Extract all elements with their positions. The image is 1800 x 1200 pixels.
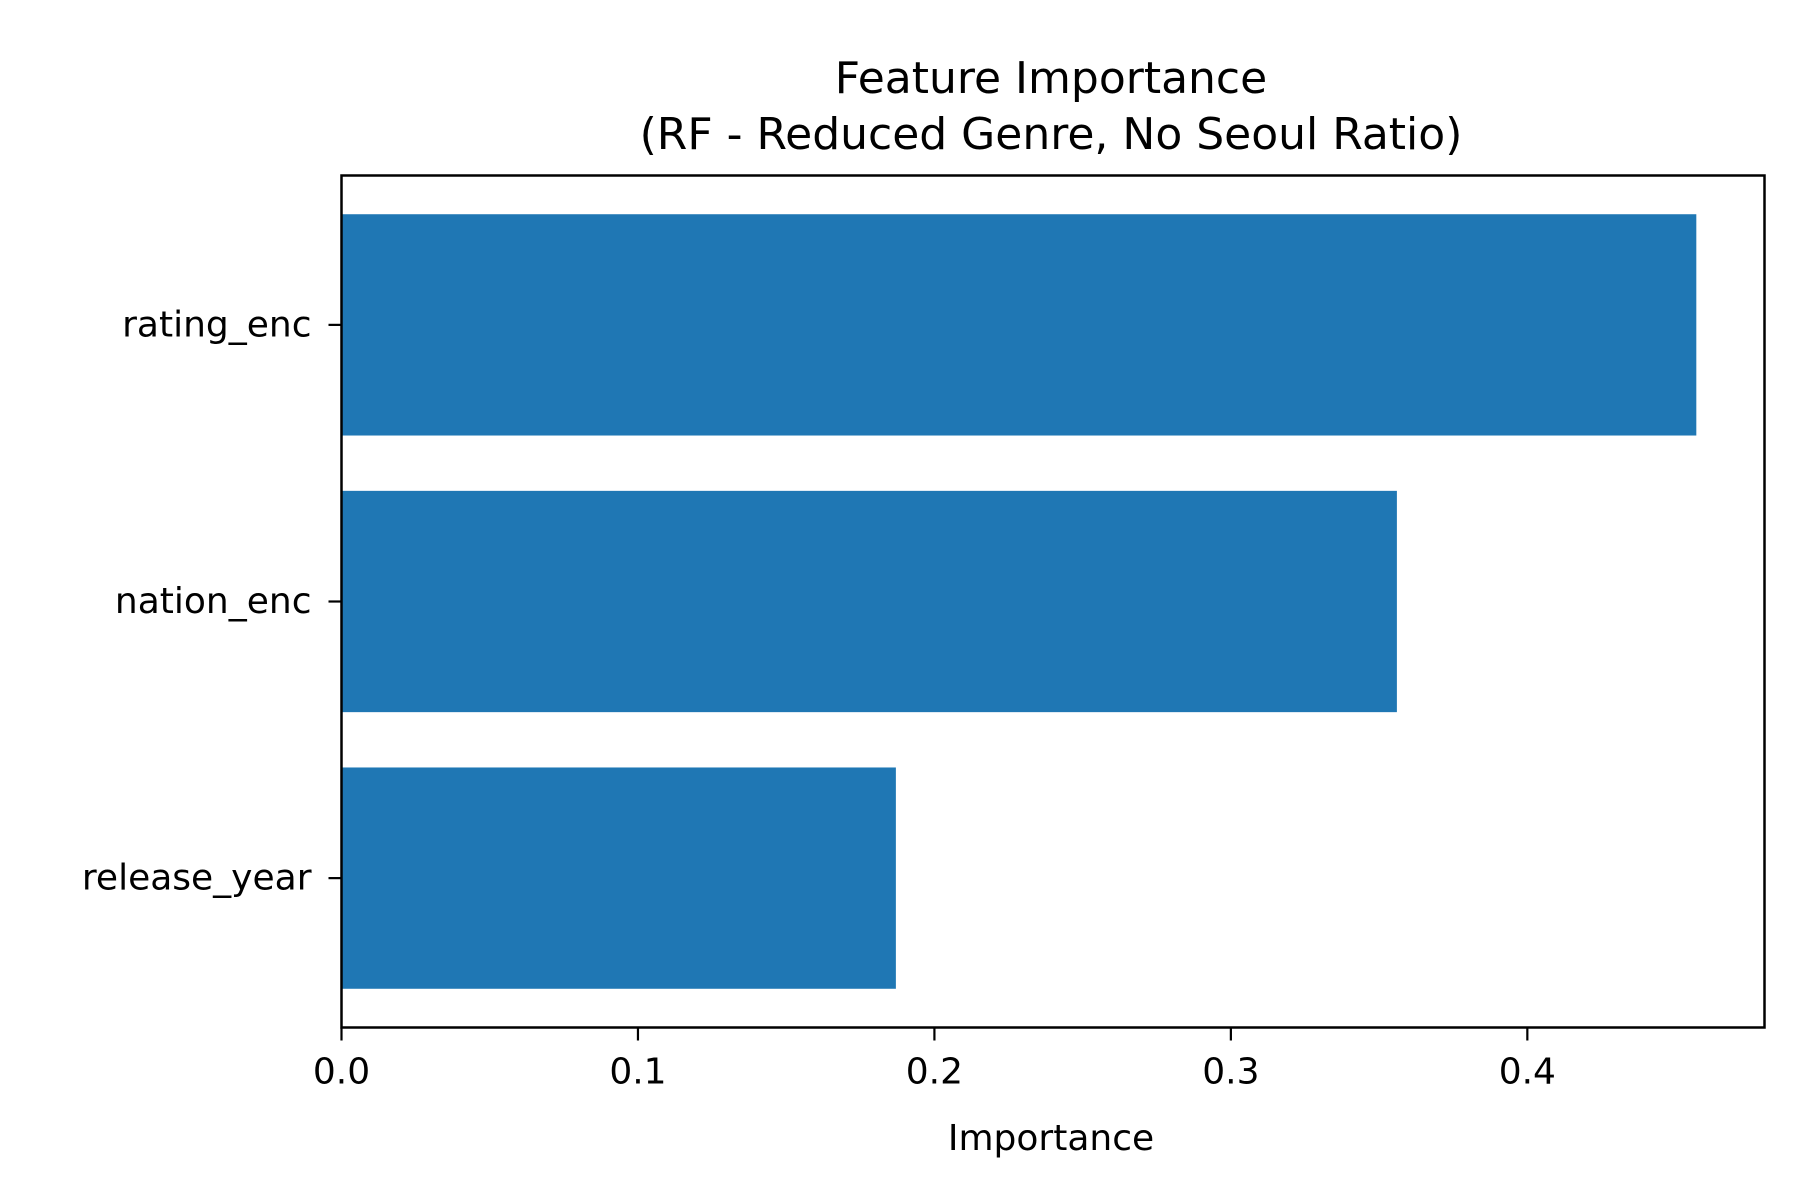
bars-layer [341,214,1697,989]
x-tick-label: 0.2 [906,1052,963,1093]
x-tick-label: 0.0 [313,1052,370,1093]
chart-title: Feature Importance [835,53,1267,104]
ticks-layer: release_year nation_enc rating_enc 0.0 0.1 0.… [82,304,1556,1092]
bar-release-year [341,767,896,989]
x-tick-label: 0.4 [1499,1052,1556,1093]
bar-nation-enc [341,490,1397,713]
y-tick-label: nation_enc [115,581,312,622]
x-tick-label: 0.3 [1202,1052,1259,1093]
chart-subtitle: (RF - Reduced Genre, No Seoul Ratio) [640,109,1463,160]
x-axis-label: Importance [948,1118,1154,1159]
y-tick-label: release_year [82,858,312,899]
bar-rating-enc [341,214,1697,436]
y-tick-label: rating_enc [122,304,311,345]
x-tick-label: 0.1 [609,1052,666,1093]
plot-frame [340,174,1766,1029]
